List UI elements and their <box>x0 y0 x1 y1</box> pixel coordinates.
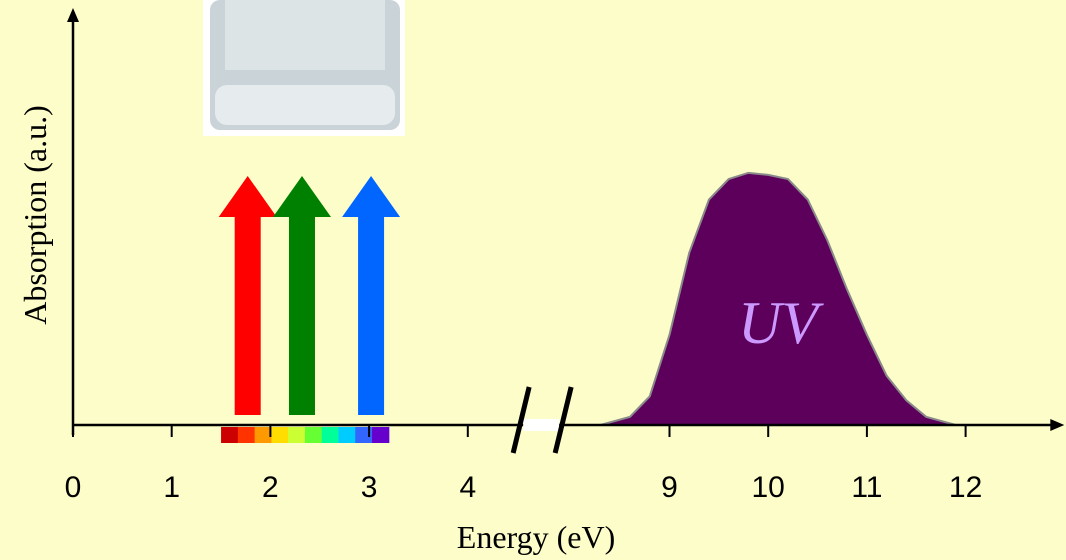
spectrum-segment <box>237 427 256 443</box>
photon-arrow <box>218 176 277 415</box>
plot: UV0 1 2 3 4 9 10 11 12 <box>65 8 1065 504</box>
spectrum-segment <box>321 427 340 443</box>
axis-break <box>552 386 574 454</box>
spectrum-segment <box>221 427 239 443</box>
axis-break <box>510 386 532 454</box>
x-tick-label: 10 <box>752 471 785 504</box>
absorption-area <box>600 171 956 426</box>
spectrum-segment <box>372 427 390 443</box>
x-tick-label: 4 <box>459 471 476 504</box>
bottle-photo <box>203 0 405 136</box>
axis-break-gap <box>523 419 560 431</box>
y-axis-label: Absorption (a.u.) <box>17 105 53 325</box>
y-axis-arrow <box>67 8 79 22</box>
series-label: UV <box>738 290 824 356</box>
spectrum-segment <box>338 427 356 443</box>
spectrum-segment <box>288 427 306 443</box>
x-tick-label: 12 <box>949 471 982 504</box>
spectrum-segment <box>304 427 323 443</box>
x-axis-label: Energy (eV) <box>457 519 615 555</box>
spectrum-segment <box>254 427 272 443</box>
x-tick-label: 1 <box>163 471 180 504</box>
x-tick-label: 11 <box>851 471 882 504</box>
x-tick-label: 2 <box>262 471 279 504</box>
x-tick-label: 0 <box>65 471 82 504</box>
x-tick-label: 3 <box>361 471 378 504</box>
spectrum-segment <box>271 427 289 443</box>
photon-arrow <box>272 176 331 415</box>
x-tick-label: 9 <box>661 471 678 504</box>
x-axis-arrow <box>1050 419 1065 431</box>
photon-arrow <box>342 176 401 415</box>
